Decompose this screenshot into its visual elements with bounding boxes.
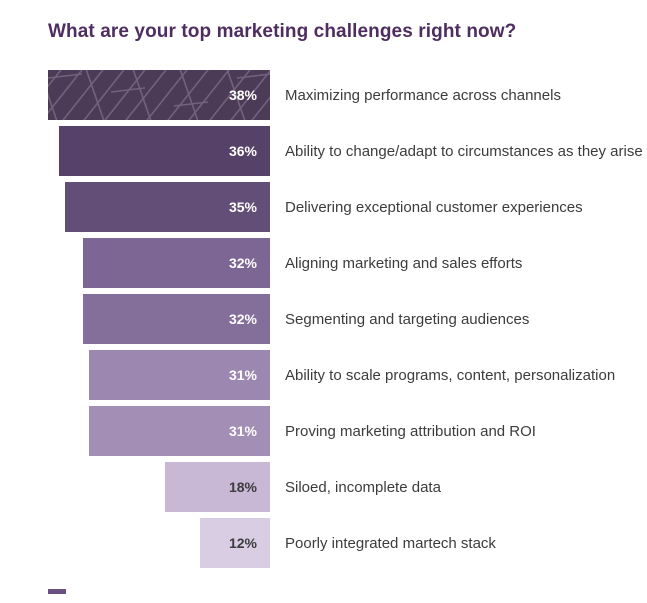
bar: 18%	[165, 462, 270, 512]
bar-category-label: Maximizing performance across channels	[285, 86, 561, 104]
bar: 12%	[200, 518, 270, 568]
chart-row: 32% Segmenting and targeting audiences	[48, 294, 647, 344]
bar-track: 36%	[48, 126, 270, 176]
footer-accent-mark	[48, 589, 66, 594]
bar: 35%	[65, 182, 270, 232]
bar-category-label: Ability to change/adapt to circumstances…	[285, 142, 643, 160]
bar-track: 38%	[48, 70, 270, 120]
bar: 31%	[89, 406, 270, 456]
bar-category-label: Poorly integrated martech stack	[285, 534, 496, 552]
bar-track: 35%	[48, 182, 270, 232]
bar-chart: 38% Maximizing performance across channel…	[48, 70, 647, 568]
chart-row: 18% Siloed, incomplete data	[48, 462, 647, 512]
bar-value-label: 31%	[228, 423, 257, 439]
chart-row: 31% Ability to scale programs, content, p…	[48, 350, 647, 400]
bar: 32%	[83, 238, 270, 288]
bar-category-label: Proving marketing attribution and ROI	[285, 422, 536, 440]
chart-row: 12% Poorly integrated martech stack	[48, 518, 647, 568]
bar-track: 31%	[48, 350, 270, 400]
bar: 31%	[89, 350, 270, 400]
bar-value-label: 31%	[228, 367, 257, 383]
bar: 36%	[59, 126, 270, 176]
bar-value-label: 38%	[228, 87, 257, 103]
bar-track: 18%	[48, 462, 270, 512]
bar-value-label: 36%	[228, 143, 257, 159]
bar-line-pattern	[48, 70, 270, 120]
chart-row: 31% Proving marketing attribution and ROI	[48, 406, 647, 456]
bar-category-label: Segmenting and targeting audiences	[285, 310, 530, 328]
bar-track: 32%	[48, 238, 270, 288]
chart-title: What are your top marketing challenges r…	[48, 21, 517, 42]
chart-row: 35% Delivering exceptional customer exper…	[48, 182, 647, 232]
chart-row: 36% Ability to change/adapt to circumstan…	[48, 126, 647, 176]
bar-track: 31%	[48, 406, 270, 456]
bar-category-label: Siloed, incomplete data	[285, 478, 441, 496]
chart-row: 32% Aligning marketing and sales efforts	[48, 238, 647, 288]
bar-value-label: 32%	[228, 255, 257, 271]
bar-value-label: 12%	[228, 535, 257, 551]
bar: 32%	[83, 294, 270, 344]
bar-track: 12%	[48, 518, 270, 568]
bar-value-label: 18%	[228, 479, 257, 495]
chart-row: 38% Maximizing performance across channel…	[48, 70, 647, 120]
bar-category-label: Delivering exceptional customer experien…	[285, 198, 583, 216]
bar-track: 32%	[48, 294, 270, 344]
bar: 38%	[48, 70, 270, 120]
bar-value-label: 35%	[228, 199, 257, 215]
bar-category-label: Aligning marketing and sales efforts	[285, 254, 523, 272]
bar-value-label: 32%	[228, 311, 257, 327]
bar-category-label: Ability to scale programs, content, pers…	[285, 366, 616, 384]
